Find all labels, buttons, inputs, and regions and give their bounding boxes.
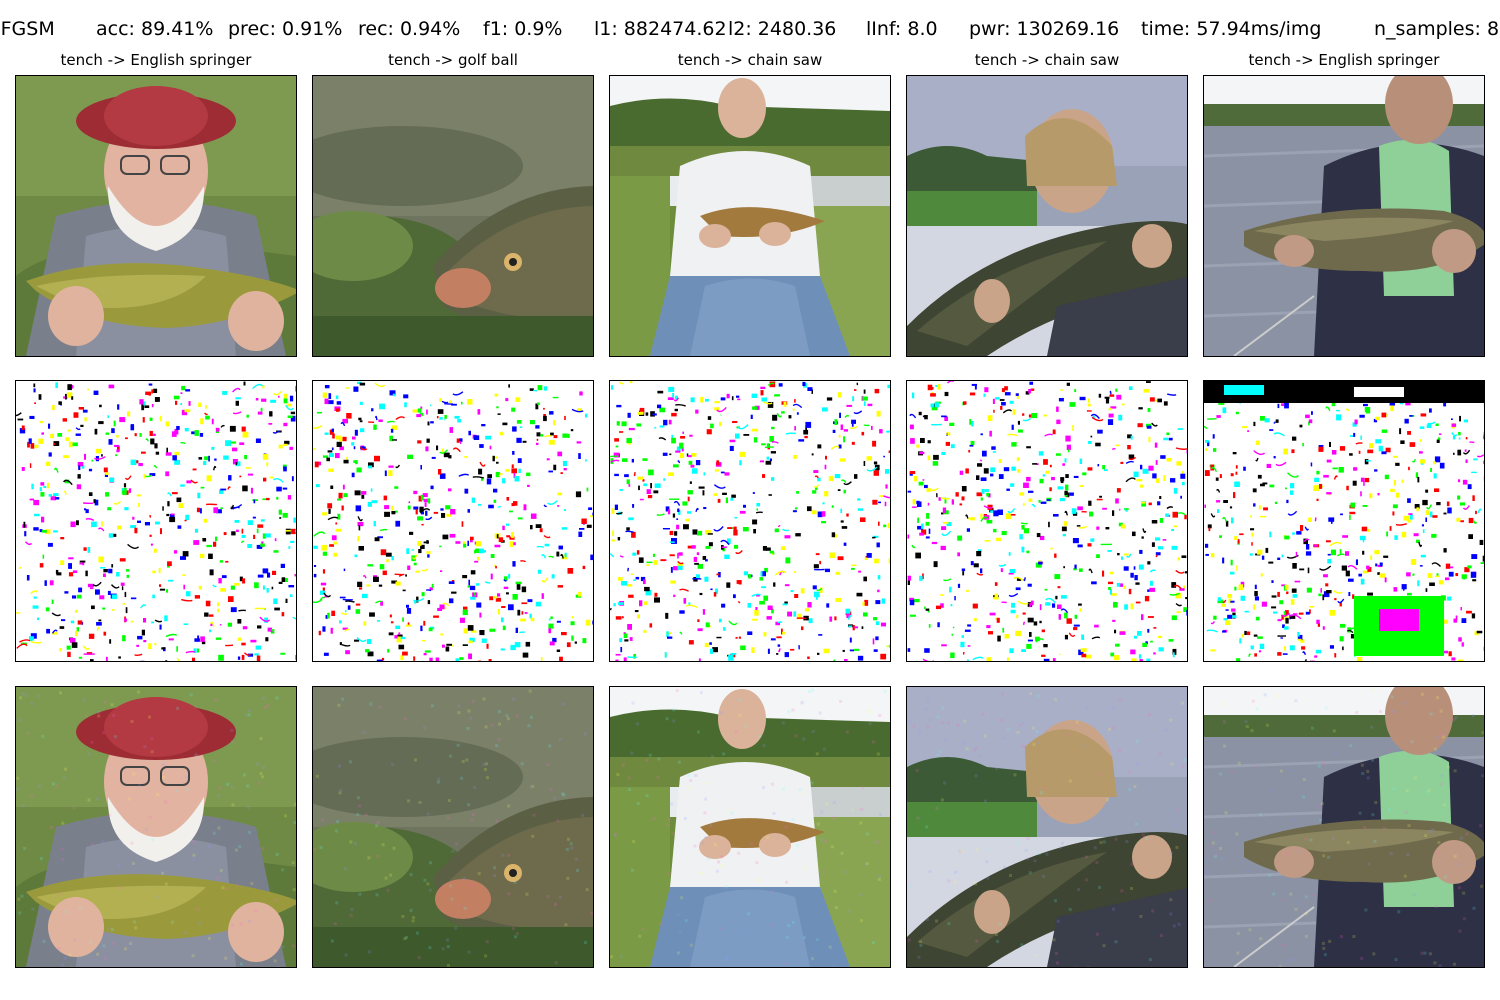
perturbation-image bbox=[906, 380, 1188, 662]
column-title: tench -> chain saw bbox=[974, 51, 1120, 69]
adversarial-image bbox=[1203, 686, 1485, 968]
original-image bbox=[15, 75, 297, 357]
column-title: tench -> chain saw bbox=[677, 51, 823, 69]
perturbation-image bbox=[15, 380, 297, 662]
linf-metric: lInf: 8.0 bbox=[866, 18, 938, 40]
adversarial-image bbox=[312, 686, 594, 968]
accuracy-metric: acc: 89.41% bbox=[96, 18, 214, 40]
column-title: tench -> golf ball bbox=[388, 51, 518, 69]
n-samples-metric: n_samples: 8 bbox=[1374, 18, 1500, 40]
column-title: tench -> English springer bbox=[60, 51, 252, 69]
f1-metric: f1: 0.9% bbox=[483, 18, 563, 40]
adversarial-image bbox=[609, 686, 891, 968]
l2-metric: l2: 2480.36 bbox=[728, 18, 837, 40]
adversarial-image bbox=[906, 686, 1188, 968]
precision-metric: prec: 0.91% bbox=[228, 18, 343, 40]
original-image bbox=[1203, 75, 1485, 357]
perturbation-image bbox=[312, 380, 594, 662]
recall-metric: rec: 0.94% bbox=[358, 18, 461, 40]
column-title: tench -> English springer bbox=[1248, 51, 1440, 69]
original-image bbox=[609, 75, 891, 357]
original-image bbox=[312, 75, 594, 357]
original-image bbox=[906, 75, 1188, 357]
time-metric: time: 57.94ms/img bbox=[1141, 18, 1322, 40]
power-metric: pwr: 130269.16 bbox=[969, 18, 1120, 40]
metrics-header: IFGSM acc: 89.41% prec: 0.91% rec: 0.94%… bbox=[0, 0, 1500, 60]
perturbation-image bbox=[1203, 380, 1485, 662]
l1-metric: l1: 882474.62 bbox=[594, 18, 727, 40]
perturbation-image bbox=[609, 380, 891, 662]
attack-method-label: IFGSM bbox=[0, 18, 55, 40]
adversarial-image bbox=[15, 686, 297, 968]
